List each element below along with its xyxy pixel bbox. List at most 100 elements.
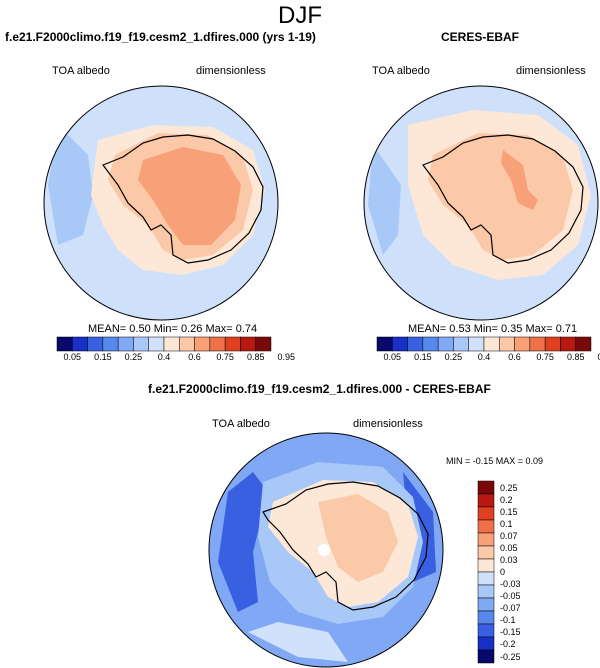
model-variable-label: TOA albedo xyxy=(52,65,110,77)
colorbar-swatch xyxy=(477,506,495,521)
colorbar-tick-label: 0.95 xyxy=(277,352,296,362)
ocean-inner-band xyxy=(48,125,93,245)
colorbar-swatch xyxy=(499,336,515,352)
colorbar-swatch xyxy=(477,571,495,586)
colorbar-tick-label: -0.05 xyxy=(500,591,521,602)
colorbar-swatch xyxy=(56,336,73,352)
colorbar-swatch xyxy=(514,336,531,352)
obs-colorbar-ticks: 0.05 0.15 0.25 0.4 0.6 0.75 0.85 0.95 xyxy=(377,352,600,364)
model-colorbar xyxy=(56,336,272,352)
missing-pole xyxy=(318,544,330,556)
colorbar-tick-label: 0.25 xyxy=(124,352,143,362)
colorbar-swatch xyxy=(392,336,408,352)
colorbar-tick-label: 0.6 xyxy=(188,352,201,362)
colorbar-swatch xyxy=(477,584,495,599)
colorbar-swatch xyxy=(477,623,495,638)
colorbar-swatch xyxy=(477,532,495,547)
colorbar-tick-label: 0.95 xyxy=(598,352,600,362)
colorbar-swatch xyxy=(544,336,561,352)
diff-polar-map xyxy=(208,432,444,668)
land-field xyxy=(428,133,573,260)
colorbar-swatch xyxy=(87,336,104,352)
colorbar-swatch xyxy=(477,649,495,664)
model-panel-title: f.e21.F2000climo.f19_f19.cesm2_1.dfires.… xyxy=(5,30,316,44)
land-positive-patch xyxy=(318,494,398,582)
colorbar-swatch xyxy=(437,336,454,352)
model-colorbar-ticks: 0.05 0.15 0.25 0.4 0.6 0.75 0.85 0.95 xyxy=(57,352,296,364)
colorbar-tick-label: 0.75 xyxy=(216,352,234,362)
model-stats: MEAN= 0.50 Min= 0.26 Max= 0.74 xyxy=(88,323,258,335)
obs-stats: MEAN= 0.53 Min= 0.35 Max= 0.71 xyxy=(408,323,578,335)
colorbar-swatch xyxy=(407,336,424,352)
colorbar-swatch xyxy=(133,336,149,352)
colorbar-tick-label: 0.75 xyxy=(536,352,554,362)
colorbar-tick-label: 0.4 xyxy=(477,352,491,362)
colorbar-swatch xyxy=(477,558,495,573)
colorbar-swatch xyxy=(209,336,226,352)
colorbar-tick-label: 0.1 xyxy=(500,518,513,529)
diff-units-label: dimensionless xyxy=(353,418,423,430)
colorbar-swatch xyxy=(529,336,546,352)
obs-variable-label: TOA albedo xyxy=(372,65,430,77)
coastline xyxy=(102,134,264,264)
colorbar-tick-label: -0.07 xyxy=(500,603,521,614)
land-interior xyxy=(138,147,241,245)
colorbar-tick-label: 0.85 xyxy=(246,352,265,362)
coastline xyxy=(422,134,584,264)
diff-panel-title: f.e21.F2000climo.f19_f19.cesm2_1.dfires.… xyxy=(148,382,491,396)
colorbar-swatch xyxy=(477,636,495,651)
obs-panel-title: CERES-EBAF xyxy=(441,30,520,44)
ocean-light-patch xyxy=(248,622,348,662)
colorbar-swatch xyxy=(102,336,119,352)
colorbar-tick-label: 0.25 xyxy=(500,482,518,493)
model-polar-map xyxy=(43,85,279,321)
colorbar-swatch xyxy=(560,336,576,352)
colorbar-swatch xyxy=(117,336,134,352)
model-units-label: dimensionless xyxy=(196,65,266,77)
colorbar-tick-label: 0.6 xyxy=(508,352,521,362)
coastline xyxy=(262,481,429,611)
colorbar-swatch xyxy=(148,336,165,352)
colorbar-swatch xyxy=(255,336,272,352)
diff-colorbar-ticks: 0.25 0.2 0.15 0.1 0.07 0.05 0.03 0 -0.03 -0.05 -0.… xyxy=(500,481,540,663)
colorbar-swatch xyxy=(422,336,439,352)
colorbar-swatch xyxy=(453,336,469,352)
ocean-dark-band xyxy=(218,472,268,612)
colorbar-swatch xyxy=(240,336,256,352)
colorbar-tick-label: -0.1 xyxy=(500,615,516,626)
colorbar-swatch xyxy=(468,336,485,352)
obs-polar-map xyxy=(363,85,599,321)
colorbar-tick-label: 0.15 xyxy=(94,352,112,362)
colorbar-swatch xyxy=(477,610,495,625)
colorbar-tick-label: 0.05 xyxy=(383,352,402,362)
colorbar-swatch xyxy=(575,336,592,352)
colorbar-swatch xyxy=(163,336,180,352)
colorbar-tick-label: 0.05 xyxy=(500,542,518,553)
page-title: DJF xyxy=(278,2,322,29)
diff-colorbar xyxy=(477,480,495,664)
colorbar-tick-label: 0.25 xyxy=(444,352,463,362)
colorbar-tick-label: 0 xyxy=(500,567,506,577)
colorbar-swatch xyxy=(477,545,495,560)
colorbar-tick-label: 0.15 xyxy=(414,352,432,362)
diff-stats: MIN = -0.15 MAX = 0.09 xyxy=(446,456,544,466)
colorbar-tick-label: 0.2 xyxy=(500,494,513,505)
colorbar-swatch xyxy=(477,480,495,495)
colorbar-tick-label: 0.15 xyxy=(500,506,518,517)
colorbar-swatch xyxy=(194,336,211,352)
colorbar-tick-label: 0.07 xyxy=(500,530,518,541)
colorbar-swatch xyxy=(483,336,500,352)
ocean-inner-band xyxy=(368,145,401,255)
map-boundary xyxy=(43,85,279,321)
colorbar-swatch xyxy=(224,336,241,352)
colorbar-swatch xyxy=(477,519,495,534)
obs-colorbar xyxy=(376,336,592,352)
obs-units-label: dimensionless xyxy=(516,65,586,77)
colorbar-swatch xyxy=(72,336,88,352)
colorbar-swatch xyxy=(376,336,393,352)
map-boundary xyxy=(363,85,599,321)
map-boundary xyxy=(208,432,444,668)
colorbar-tick-label: -0.03 xyxy=(500,579,521,590)
colorbar-tick-label: -0.15 xyxy=(500,627,521,638)
land-interior-patch xyxy=(501,150,538,210)
